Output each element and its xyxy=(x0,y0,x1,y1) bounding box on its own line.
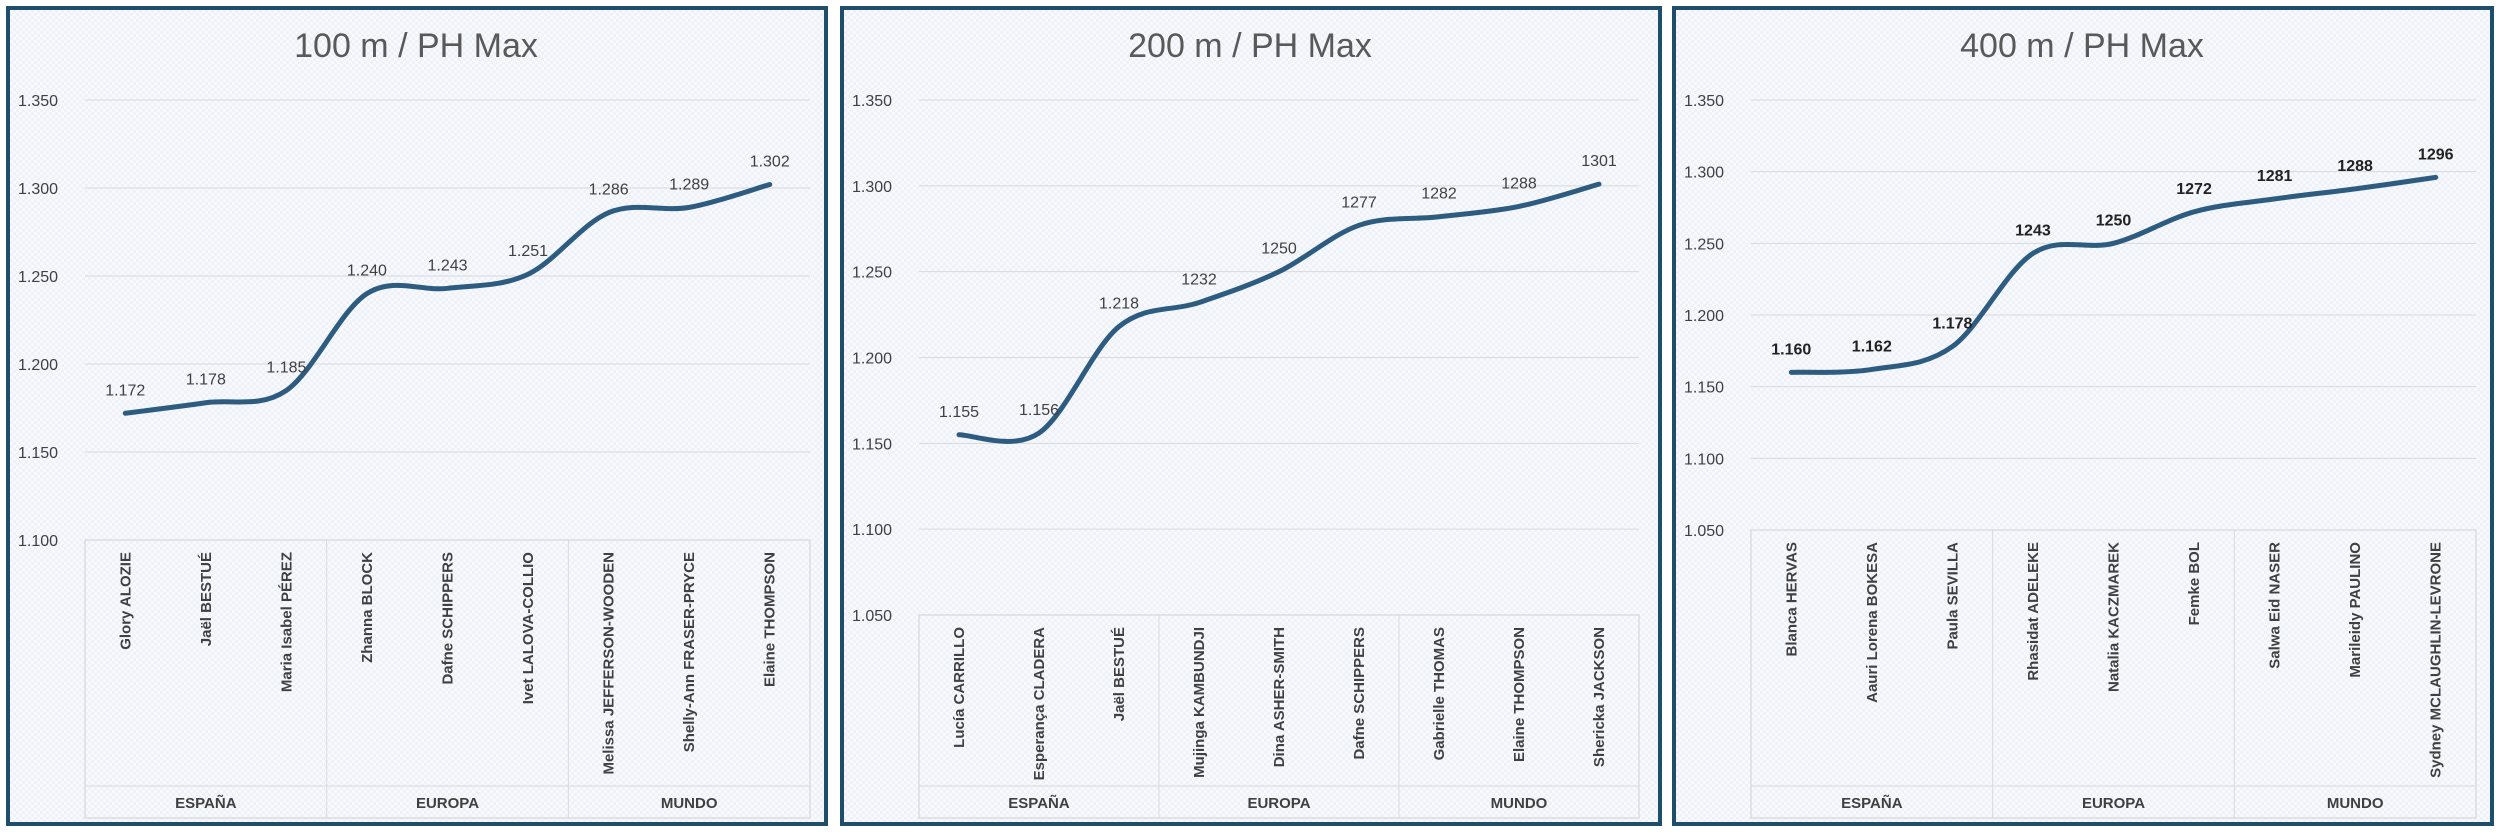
y-tick-label: 1.350 xyxy=(852,93,892,110)
data-label: 1.251 xyxy=(508,243,548,260)
y-tick-label: 1.200 xyxy=(18,357,58,374)
group-label: MUNDO xyxy=(2327,795,2384,812)
y-tick-label: 1.050 xyxy=(852,608,892,625)
y-tick-label: 1.300 xyxy=(852,179,892,196)
category-label: Aauri Lorena BOKESA xyxy=(1864,542,1881,703)
y-tick-label: 1.350 xyxy=(18,93,58,110)
data-label: 1288 xyxy=(2337,158,2373,175)
data-label: 1.243 xyxy=(427,257,467,274)
chart-title: 100 m / PH Max xyxy=(294,27,538,65)
y-tick-label: 1.300 xyxy=(18,181,58,198)
data-label: 1272 xyxy=(2176,181,2212,198)
category-axis-frame xyxy=(84,539,811,819)
data-label: 1.185 xyxy=(266,359,306,376)
y-tick-label: 1.200 xyxy=(1684,308,1724,325)
series-line xyxy=(1788,174,2439,375)
y-tick-label: 1.250 xyxy=(852,265,892,282)
data-label: 1.162 xyxy=(1852,338,1892,355)
group-label: ESPAÑA xyxy=(1008,794,1070,812)
category-label: Melissa JEFFERSON-WOODEN xyxy=(601,552,618,775)
y-tick-label: 1.250 xyxy=(18,269,58,286)
group-label: MUNDO xyxy=(1491,795,1548,812)
chart-panel-400m: 400 m / PH Max 1.050 1.100 1.150 1.200 1.250 1… xyxy=(1672,6,2494,826)
category-label: Shericka JACKSON xyxy=(1591,627,1608,767)
data-label: 1.302 xyxy=(750,153,790,170)
y-tick-label: 1.100 xyxy=(852,522,892,539)
data-label: 1281 xyxy=(2257,168,2293,185)
category-label: Dafne SCHIPPERS xyxy=(440,552,457,685)
y-tick-label: 1.150 xyxy=(18,445,58,462)
group-label: EUROPA xyxy=(1247,795,1310,812)
series-line xyxy=(956,181,1602,444)
category-label: Mujinga KAMBUNDJI xyxy=(1191,627,1208,778)
category-label: Zhanna BLOCK xyxy=(359,552,376,663)
category-label: Shelly-Ann FRASER-PRYCE xyxy=(681,552,698,752)
chart-400m: 400 m / PH Max 1.050 1.100 1.150 1.200 1.250 1… xyxy=(1684,27,2477,819)
data-label: 1.240 xyxy=(347,263,387,280)
category-label: Lucía CARRILLO xyxy=(951,627,968,748)
data-label: 1.178 xyxy=(1932,316,1972,333)
data-label: 1.289 xyxy=(669,176,709,193)
y-tick-label: 1.100 xyxy=(1684,451,1724,468)
data-label: 1.286 xyxy=(589,182,629,199)
y-tick-label: 1.250 xyxy=(1684,236,1724,253)
chart-title: 400 m / PH Max xyxy=(1960,27,2204,65)
category-label: Glory ALOZIE xyxy=(117,552,134,650)
category-label: Sydney MCLAUGHLIN-LEVRONE xyxy=(2428,542,2445,778)
chart-panel-100m: 100 m / PH Max 1.100 1.150 1.200 1.250 1.300 1… xyxy=(6,6,828,826)
chart-title: 200 m / PH Max xyxy=(1128,27,1372,65)
data-label: 1296 xyxy=(2418,146,2454,163)
category-label: Salwa Eid NASER xyxy=(2267,542,2284,669)
data-label: 1282 xyxy=(1421,186,1457,203)
category-label: Femke BOL xyxy=(2186,542,2203,625)
data-label: 1.178 xyxy=(186,372,226,389)
y-tick-label: 1.150 xyxy=(1684,380,1724,397)
category-label: Ivet LALOVA-COLLIO xyxy=(520,552,537,705)
category-label: Maria Isabel PÉREZ xyxy=(278,552,295,692)
data-label: 1288 xyxy=(1501,175,1537,192)
category-axis-frame xyxy=(918,614,1640,819)
category-label: Dafne SCHIPPERS xyxy=(1351,627,1368,760)
category-label: Dina ASHER-SMITH xyxy=(1271,627,1288,767)
chart-panel-200m: 200 m / PH Max 1.050 1.100 1.150 1.200 1.250 1… xyxy=(840,6,1662,826)
chart-200m: 200 m / PH Max 1.050 1.100 1.150 1.200 1.250 1… xyxy=(852,27,1640,819)
data-label: 1.172 xyxy=(105,382,145,399)
data-label: 1250 xyxy=(1261,241,1297,258)
group-label: ESPAÑA xyxy=(175,794,237,812)
data-label: 1243 xyxy=(2015,222,2051,239)
data-label: 1277 xyxy=(1341,194,1377,211)
y-tick-label: 1.350 xyxy=(1684,93,1724,110)
y-tick-label: 1.300 xyxy=(1684,165,1724,182)
data-label: 1301 xyxy=(1581,153,1617,170)
category-label: Marileidy PAULINO xyxy=(2347,542,2364,678)
data-label: 1.155 xyxy=(939,404,979,421)
data-label: 1.156 xyxy=(1019,402,1059,419)
category-label: Rhasidat ADELEKE xyxy=(2025,542,2042,681)
group-label: EUROPA xyxy=(2082,795,2145,812)
series-line xyxy=(122,181,773,416)
data-label: 1.160 xyxy=(1771,341,1811,358)
chart-100m: 100 m / PH Max 1.100 1.150 1.200 1.250 1.300 1… xyxy=(18,27,811,819)
category-label: Paula SEVILLA xyxy=(1944,542,1961,650)
category-label: Elaine THOMPSON xyxy=(1511,627,1528,762)
category-label: Jaël BESTUÉ xyxy=(1111,627,1128,721)
y-tick-label: 1.050 xyxy=(1684,523,1724,540)
data-label: 1250 xyxy=(2096,212,2132,229)
category-label: Elaine THOMPSON xyxy=(762,552,779,687)
y-tick-label: 1.100 xyxy=(18,533,58,550)
group-label: MUNDO xyxy=(661,795,718,812)
category-label: Blanca HERVAS xyxy=(1783,542,1800,657)
group-label: EUROPA xyxy=(416,795,479,812)
data-label: 1.218 xyxy=(1099,296,1139,313)
y-tick-label: 1.150 xyxy=(852,436,892,453)
data-label: 1232 xyxy=(1181,272,1217,289)
y-tick-label: 1.200 xyxy=(852,351,892,368)
category-label: Gabrielle THOMAS xyxy=(1431,627,1448,760)
category-label: Esperança CLADERA xyxy=(1031,627,1048,781)
category-axis-frame xyxy=(1750,529,2477,819)
category-label: Jaël BESTUÉ xyxy=(198,552,215,646)
category-label: Natalia KACZMAREK xyxy=(2106,542,2123,692)
group-label: ESPAÑA xyxy=(1841,794,1903,812)
